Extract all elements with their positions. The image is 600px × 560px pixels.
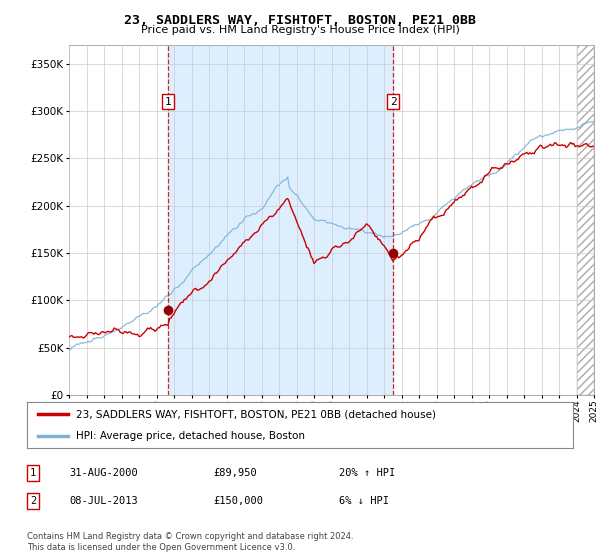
Text: 6% ↓ HPI: 6% ↓ HPI bbox=[339, 496, 389, 506]
Text: 31-AUG-2000: 31-AUG-2000 bbox=[69, 468, 138, 478]
Text: HPI: Average price, detached house, Boston: HPI: Average price, detached house, Bost… bbox=[76, 431, 305, 441]
Text: 1: 1 bbox=[165, 96, 172, 106]
Text: 23, SADDLERS WAY, FISHTOFT, BOSTON, PE21 0BB: 23, SADDLERS WAY, FISHTOFT, BOSTON, PE21… bbox=[124, 14, 476, 27]
Text: 2: 2 bbox=[390, 96, 397, 106]
Bar bbox=[168, 45, 393, 395]
Text: £150,000: £150,000 bbox=[213, 496, 263, 506]
Text: 20% ↑ HPI: 20% ↑ HPI bbox=[339, 468, 395, 478]
Text: 23, SADDLERS WAY, FISHTOFT, BOSTON, PE21 0BB (detached house): 23, SADDLERS WAY, FISHTOFT, BOSTON, PE21… bbox=[76, 409, 436, 419]
Text: 2: 2 bbox=[30, 496, 36, 506]
Text: Contains HM Land Registry data © Crown copyright and database right 2024.: Contains HM Land Registry data © Crown c… bbox=[27, 532, 353, 541]
Text: This data is licensed under the Open Government Licence v3.0.: This data is licensed under the Open Gov… bbox=[27, 543, 295, 552]
Text: Price paid vs. HM Land Registry's House Price Index (HPI): Price paid vs. HM Land Registry's House … bbox=[140, 25, 460, 35]
Bar bbox=[577, 45, 594, 395]
Text: 1: 1 bbox=[30, 468, 36, 478]
Text: 08-JUL-2013: 08-JUL-2013 bbox=[69, 496, 138, 506]
Text: £89,950: £89,950 bbox=[213, 468, 257, 478]
